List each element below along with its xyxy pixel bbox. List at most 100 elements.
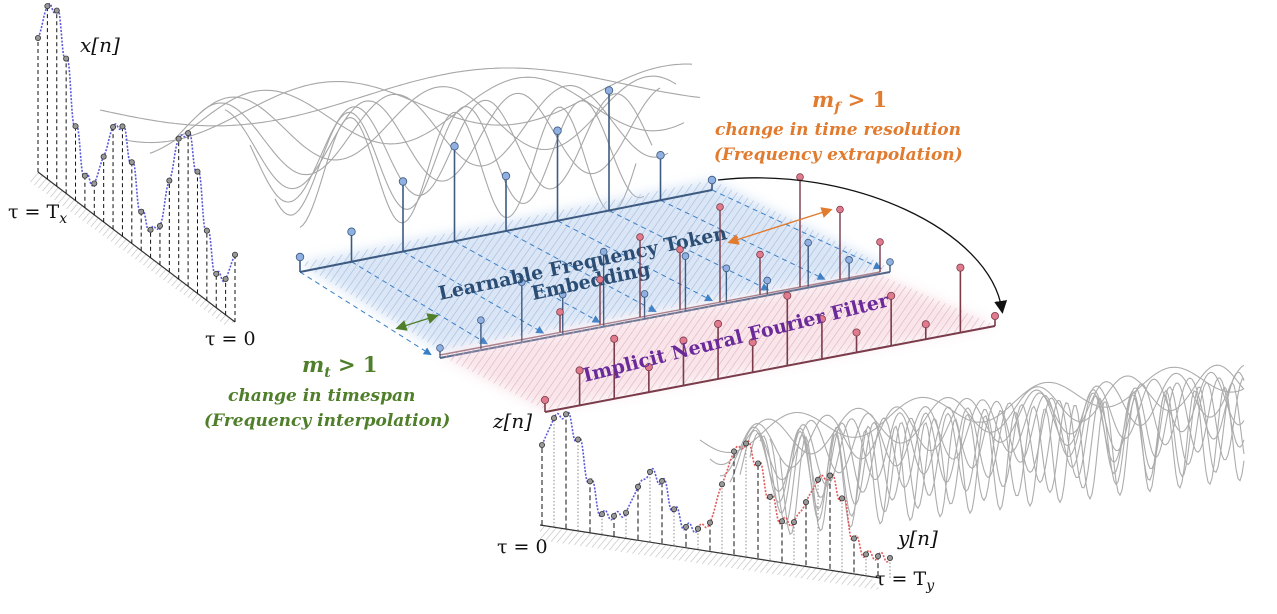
embedding-token [681,252,690,260]
right-time-axis [539,524,881,579]
z-signal-label: z[n] [492,409,532,433]
background-wave [739,371,1245,492]
background-wave [769,381,1245,525]
background-wave [149,76,685,154]
y-signal-label: y[n] [897,526,938,550]
mt-subtitle: (Frequency interpolation) [204,411,450,431]
filter-weight [783,291,792,300]
embedding-token [295,252,305,262]
input-sample [194,168,201,175]
output-sample [779,518,786,525]
output-sample [839,495,846,502]
embedding-front-stems [436,238,894,358]
output-sample [635,483,642,490]
embedding-token [640,290,649,298]
embedding-token [804,238,812,247]
filter-back-axis [439,271,881,356]
input-sample [166,177,173,184]
output-sample [827,472,834,479]
input-sample [35,35,42,42]
input-sample [185,130,192,137]
background-wave [249,93,653,203]
background-wave [759,377,1245,514]
embedding-token [477,316,485,324]
output-signal-stems [541,414,891,578]
input-sample [231,251,238,258]
background-wave [709,364,1245,466]
output-sample [551,415,558,422]
output-signal-wave-known [541,411,699,534]
background-waves-bottom [699,364,1245,536]
input-sample [110,123,117,130]
embedding-token [398,177,408,186]
output-sample [875,553,882,560]
left-time-plane [30,172,235,325]
filter-weight [887,291,896,300]
filter-weight [596,275,604,284]
output-sample [599,511,606,518]
filter-weight [636,233,644,241]
input-signal-stems [37,6,236,322]
background-wave [699,366,1245,453]
tau-zero-right-label: τ = 0 [497,536,548,558]
background-wave [729,371,1245,483]
embedding-token [347,227,356,236]
mt-description: change in timespan [228,386,415,406]
embedding-token [599,247,608,256]
input-sample [213,270,220,277]
filter-weight [676,245,684,254]
filter-weight [714,319,723,328]
output-sample [671,506,678,513]
output-sample [863,551,870,558]
input-sample [147,226,154,233]
input-sample [156,222,163,229]
output-sample [647,468,654,475]
mf-description: change in time resolution [715,120,961,140]
output-sample [563,411,570,418]
x-signal-label: x[n] [80,33,120,57]
input-sample [53,7,60,14]
mf-subtitle: (Frequency extrapolation) [714,145,963,165]
timespan-arrow [395,313,439,331]
embedding-token [501,171,511,181]
input-sample [119,123,126,130]
output-sample [611,512,618,519]
background-wave [749,377,1245,503]
filter-weight [796,173,804,181]
mt-condition: mt > 1 [302,352,378,381]
background-wave [719,364,1245,477]
projection-arrow [454,240,601,323]
input-sample [91,180,98,187]
filter-weight [817,315,826,324]
input-sample [222,276,229,283]
filter-front-axis [544,325,996,413]
input-signal-panel [30,3,238,325]
embedding-token [553,126,562,135]
filter-weight [991,311,1000,320]
input-sample [81,172,88,179]
input-signal-samples [35,3,238,283]
output-sample [803,499,810,506]
input-sample [175,135,182,142]
embedding-token [656,151,665,160]
embedding-token [436,344,444,352]
filter-weight [541,395,550,404]
embedding-token [450,142,459,151]
embedding-to-filter-arrow [717,177,1008,314]
output-signal-samples [539,411,894,562]
output-sample [659,478,666,485]
input-sample [138,208,145,215]
left-time-axis [37,171,236,323]
embedding-back-stems [295,86,717,272]
background-wave [99,67,701,127]
background-wave [199,85,669,176]
embedding-token [722,264,731,273]
embedding-back-axis [299,189,713,273]
background-wave [274,100,645,216]
tau-ty-label: τ = Ty [875,568,935,594]
filter-weight [556,308,564,316]
background-wave [124,63,693,144]
output-sample [707,519,714,526]
background-wave [779,386,1245,536]
